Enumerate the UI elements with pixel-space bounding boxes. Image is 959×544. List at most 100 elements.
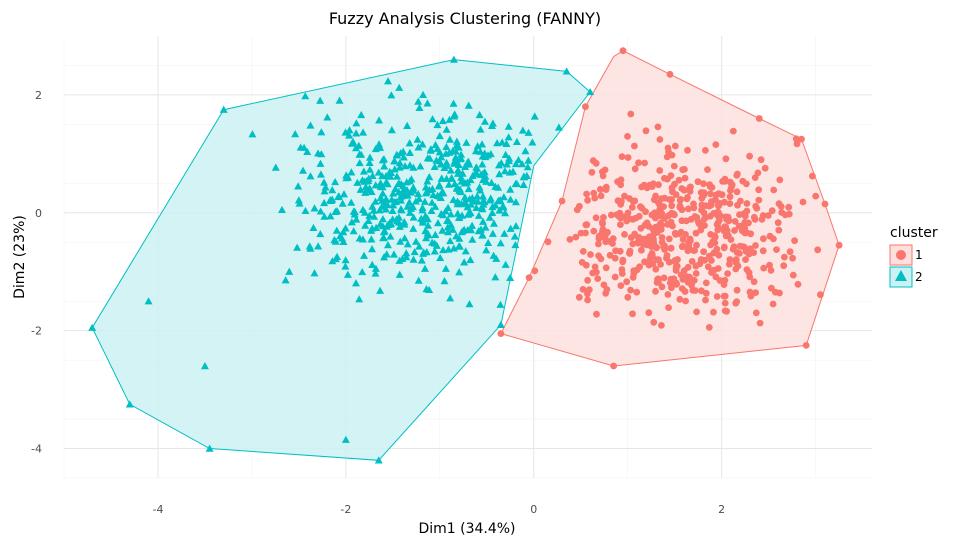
cluster-2-point (496, 320, 505, 328)
cluster-2-point (443, 223, 452, 231)
cluster-1-point (624, 154, 632, 161)
cluster-1-point (652, 265, 660, 273)
cluster-1-point (651, 211, 659, 219)
cluster-1-point (704, 263, 712, 271)
cluster-1-point (678, 185, 686, 192)
cluster-2-point (562, 67, 571, 75)
cluster-2-point (462, 138, 471, 146)
cluster-2-point (480, 117, 489, 125)
cluster-2-point (359, 128, 368, 136)
cluster-2-point (488, 119, 497, 127)
cluster-2-point (393, 172, 402, 180)
cluster-1-point (599, 172, 607, 180)
cluster-1-point (786, 248, 794, 256)
cluster-1-point (706, 212, 714, 220)
cluster-1-point (785, 210, 793, 218)
cluster-1-point (667, 244, 675, 252)
cluster-2-point (360, 177, 369, 185)
cluster-2-point (380, 162, 389, 170)
cluster-1-point (619, 47, 627, 55)
cluster-2-point (320, 212, 329, 220)
cluster-1-point (715, 224, 722, 232)
cluster-2-point (387, 91, 396, 99)
cluster-1-point (592, 159, 600, 167)
cluster-2-point (364, 186, 373, 194)
cluster-1-point (603, 286, 611, 293)
cluster-1-point (597, 192, 605, 200)
cluster-2-point (429, 190, 438, 199)
cluster-2-point (495, 170, 504, 178)
cluster-2-point (501, 260, 510, 268)
cluster-1-point (733, 188, 741, 196)
cluster-2-point (450, 110, 459, 118)
cluster-2-point (435, 157, 444, 165)
cluster-2-point (415, 103, 424, 112)
cluster-1-point (573, 206, 581, 214)
cluster-1-point (713, 293, 721, 300)
cluster-1-point (664, 291, 672, 298)
cluster-2-point (337, 234, 346, 242)
cluster-1-point (640, 181, 648, 189)
cluster-1-point (746, 245, 754, 253)
cluster-1-point (726, 193, 734, 201)
cluster-1-point (676, 197, 684, 204)
cluster-2-point (405, 139, 414, 147)
cluster-1-point (754, 169, 762, 177)
cluster-2-point (351, 279, 360, 287)
cluster-2-point (417, 256, 426, 264)
cluster-1-point (794, 280, 802, 288)
cluster-1-point (742, 256, 749, 263)
cluster-1-point (602, 186, 610, 194)
cluster-2-point (374, 168, 383, 176)
cluster-2-point (383, 180, 392, 188)
cluster-1-point (704, 166, 711, 174)
data-points (88, 47, 843, 464)
cluster-2-point (431, 202, 440, 210)
cluster-2-point (463, 178, 472, 186)
cluster-1-point (643, 221, 651, 229)
cluster-2-point (428, 115, 437, 123)
cluster-1-point (688, 258, 696, 265)
cluster-2-point (433, 219, 442, 227)
cluster-2-point (441, 264, 450, 272)
cluster-1-point (624, 293, 632, 301)
cluster-1-point (663, 254, 670, 262)
cluster-2-point (476, 170, 485, 178)
cluster-1-point (656, 136, 664, 143)
cluster-1-point (593, 310, 600, 318)
cluster-2-point (409, 163, 418, 171)
cluster-1-point (720, 227, 728, 235)
cluster-1-point (775, 200, 783, 208)
cluster-2-point (403, 186, 412, 194)
legend-key-1-circle-icon (896, 250, 906, 260)
cluster-2-point (449, 55, 458, 63)
cluster-2-point (457, 150, 466, 158)
cluster-2-point (347, 168, 356, 176)
cluster-1-point (619, 258, 627, 266)
cluster-2-point (352, 119, 361, 127)
cluster-1-point (755, 196, 763, 204)
cluster-2-point (368, 224, 377, 232)
cluster-2-point (474, 211, 483, 219)
cluster-2-point (506, 185, 515, 193)
cluster-2-point (422, 285, 431, 293)
cluster-1-point (684, 194, 691, 201)
cluster-2-point (442, 142, 451, 151)
cluster-2-point (448, 225, 457, 233)
cluster-2-point (439, 245, 448, 254)
cluster-1-point (692, 270, 700, 277)
cluster-1-point (721, 299, 729, 307)
cluster-2-point (500, 167, 509, 175)
cluster-1-point (579, 286, 587, 293)
cluster-1-point (707, 190, 714, 198)
cluster-2-point (376, 286, 385, 294)
cluster-2-point (375, 206, 384, 214)
cluster-2-point (378, 183, 387, 191)
cluster-1-point (670, 162, 678, 170)
cluster-2-point (586, 87, 595, 96)
cluster-2-point (418, 203, 427, 212)
cluster-2-point (390, 165, 399, 173)
axis-ticks: -4 -2 0 2 2 0 -2 -4 (31, 89, 725, 516)
cluster-2-point (409, 224, 418, 232)
cluster-2-point (358, 235, 367, 243)
